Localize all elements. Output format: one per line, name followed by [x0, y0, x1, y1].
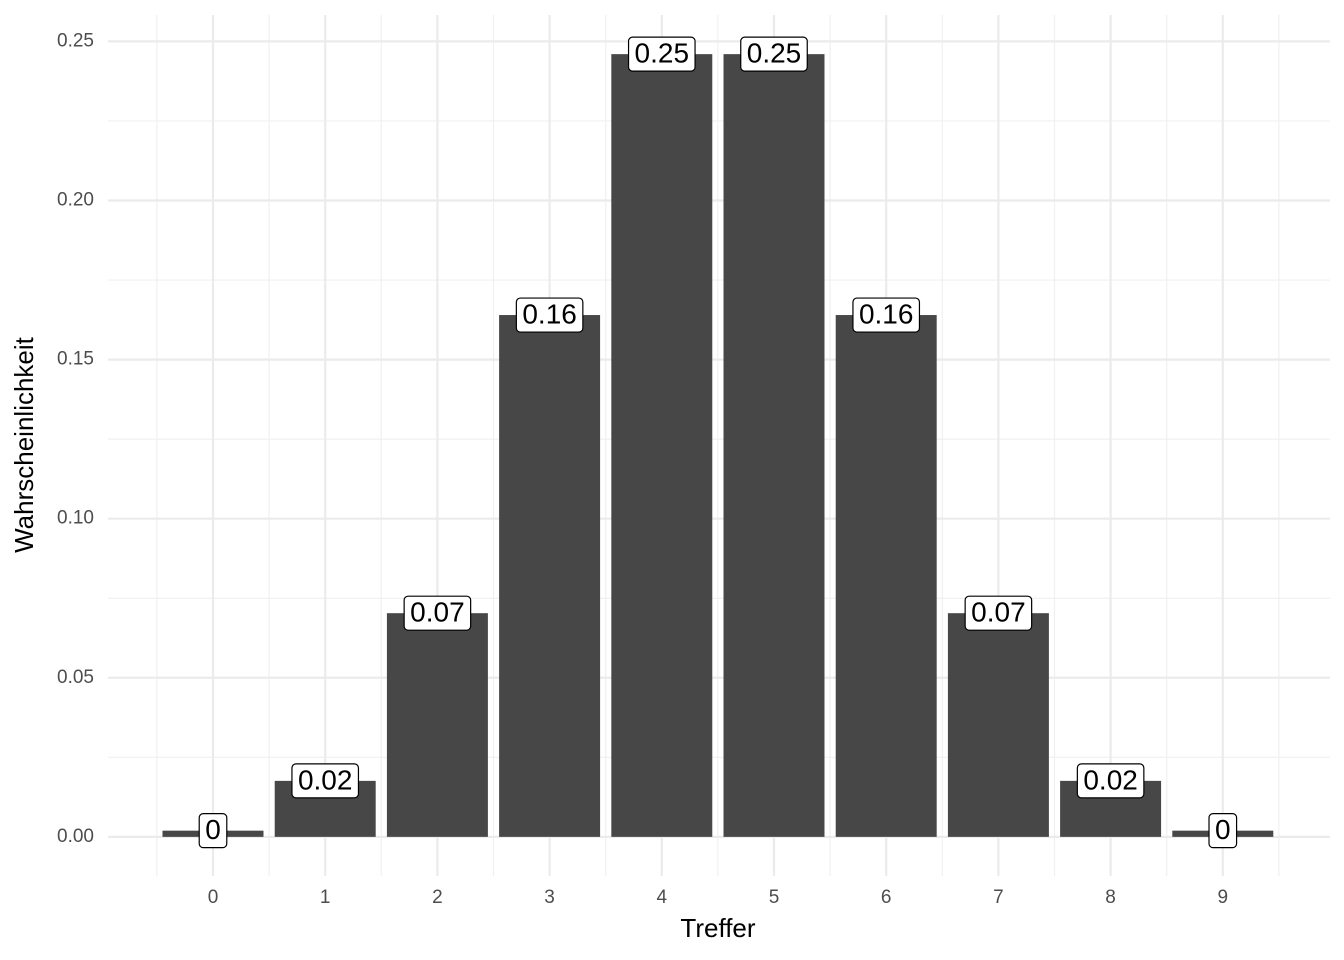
data-label: 0.16: [515, 297, 584, 333]
bar: [386, 613, 488, 837]
x-tick-label: 8: [1105, 887, 1116, 908]
data-label-box: [1076, 763, 1145, 799]
data-label-box: [198, 813, 228, 849]
data-label-text: 0.07: [410, 597, 465, 628]
data-label-text: 0.25: [747, 38, 802, 69]
grid: [108, 15, 1330, 876]
bar: [947, 613, 1049, 837]
data-label-box: [1208, 813, 1238, 849]
data-label-box: [964, 595, 1033, 631]
data-label-text: 0: [205, 814, 221, 845]
data-label-box: [291, 763, 360, 799]
bar: [723, 54, 825, 837]
data-label: 0.25: [740, 36, 808, 72]
data-label: 0: [198, 813, 228, 849]
x-tick-label: 1: [320, 887, 331, 908]
x-tick-label: 2: [432, 887, 443, 908]
x-tick-label: 5: [769, 887, 780, 908]
y-tick-label: 0.20: [57, 190, 94, 211]
x-tick-label: 7: [993, 887, 1004, 908]
data-label: 0: [1208, 813, 1238, 849]
y-tick-label: 0.00: [57, 826, 94, 847]
data-label-text: 0.02: [298, 764, 353, 795]
data-label-text: 0.02: [1083, 764, 1138, 795]
data-label: 0.16: [852, 297, 921, 333]
data-label-text: 0.16: [522, 298, 577, 329]
y-tick-label: 0.25: [57, 30, 94, 51]
y-tick-label: 0.10: [57, 508, 94, 529]
x-tick-label: 4: [657, 887, 668, 908]
x-tick-label: 0: [208, 887, 219, 908]
data-label: 0.07: [403, 595, 472, 631]
data-label-box: [852, 297, 921, 333]
data-label-text: 0: [1215, 814, 1231, 845]
data-label-text: 0.16: [859, 298, 914, 329]
x-tick-label: 9: [1218, 887, 1229, 908]
data-label-text: 0.07: [971, 597, 1026, 628]
y-tick-label: 0.05: [57, 667, 94, 688]
y-axis-title: Wahrscheinlichkeit: [9, 336, 39, 553]
data-label-box: [515, 297, 584, 333]
data-label-box: [403, 595, 472, 631]
data-label: 0.07: [964, 595, 1033, 631]
x-tick-label: 3: [544, 887, 555, 908]
x-axis-title: Treffer: [680, 913, 755, 943]
bar: [835, 315, 937, 837]
data-label: 0.02: [1076, 763, 1145, 799]
y-tick-label: 0.15: [57, 349, 94, 370]
data-label: 0.25: [627, 36, 696, 72]
x-tick-label: 6: [881, 887, 892, 908]
data-label-text: 0.25: [635, 38, 690, 69]
data-label: 0.02: [291, 763, 360, 799]
bar: [611, 54, 713, 837]
data-label-box: [740, 36, 808, 72]
bar: [499, 315, 601, 837]
data-label-box: [627, 36, 696, 72]
